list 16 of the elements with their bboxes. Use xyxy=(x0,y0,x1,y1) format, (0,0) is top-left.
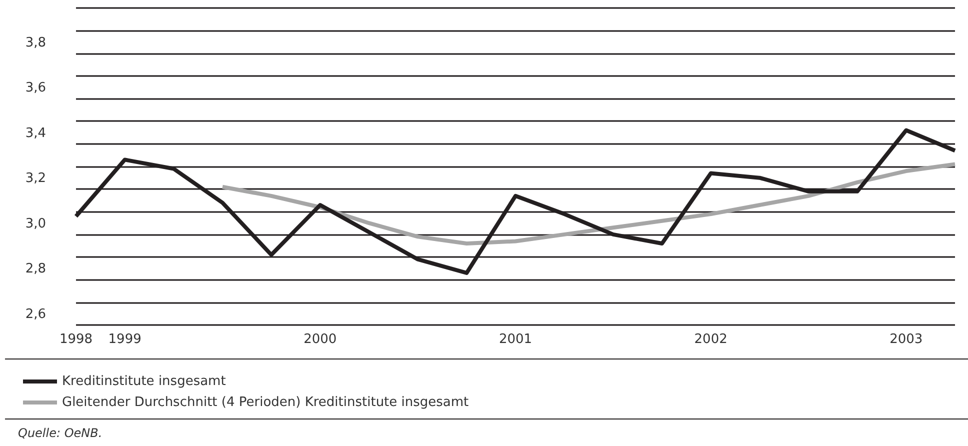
x-tick-label: 1998 xyxy=(59,332,93,347)
y-tick-label: 3,2 xyxy=(25,171,46,186)
x-tick-label: 2000 xyxy=(304,332,337,347)
x-tick-label: 2003 xyxy=(890,332,923,347)
y-tick-label: 3,4 xyxy=(25,126,46,141)
y-tick-label: 3,0 xyxy=(25,216,46,232)
y-tick-label: 3,6 xyxy=(25,80,46,96)
legend-label: Kreditinstitute insgesamt xyxy=(62,374,226,389)
y-tick-label: 2,8 xyxy=(25,262,46,277)
y-tick-label: 2,6 xyxy=(25,307,46,322)
y-tick-label: 3,8 xyxy=(25,35,46,50)
x-tick-label: 1999 xyxy=(108,332,142,347)
x-tick-label: 2001 xyxy=(498,332,532,347)
x-tick-label: 2002 xyxy=(694,332,728,347)
source-note: Quelle: OeNB. xyxy=(18,426,102,440)
legend-label: Gleitender Durchschnitt (4 Perioden) Kreditinstitute insgesamt xyxy=(62,395,469,410)
